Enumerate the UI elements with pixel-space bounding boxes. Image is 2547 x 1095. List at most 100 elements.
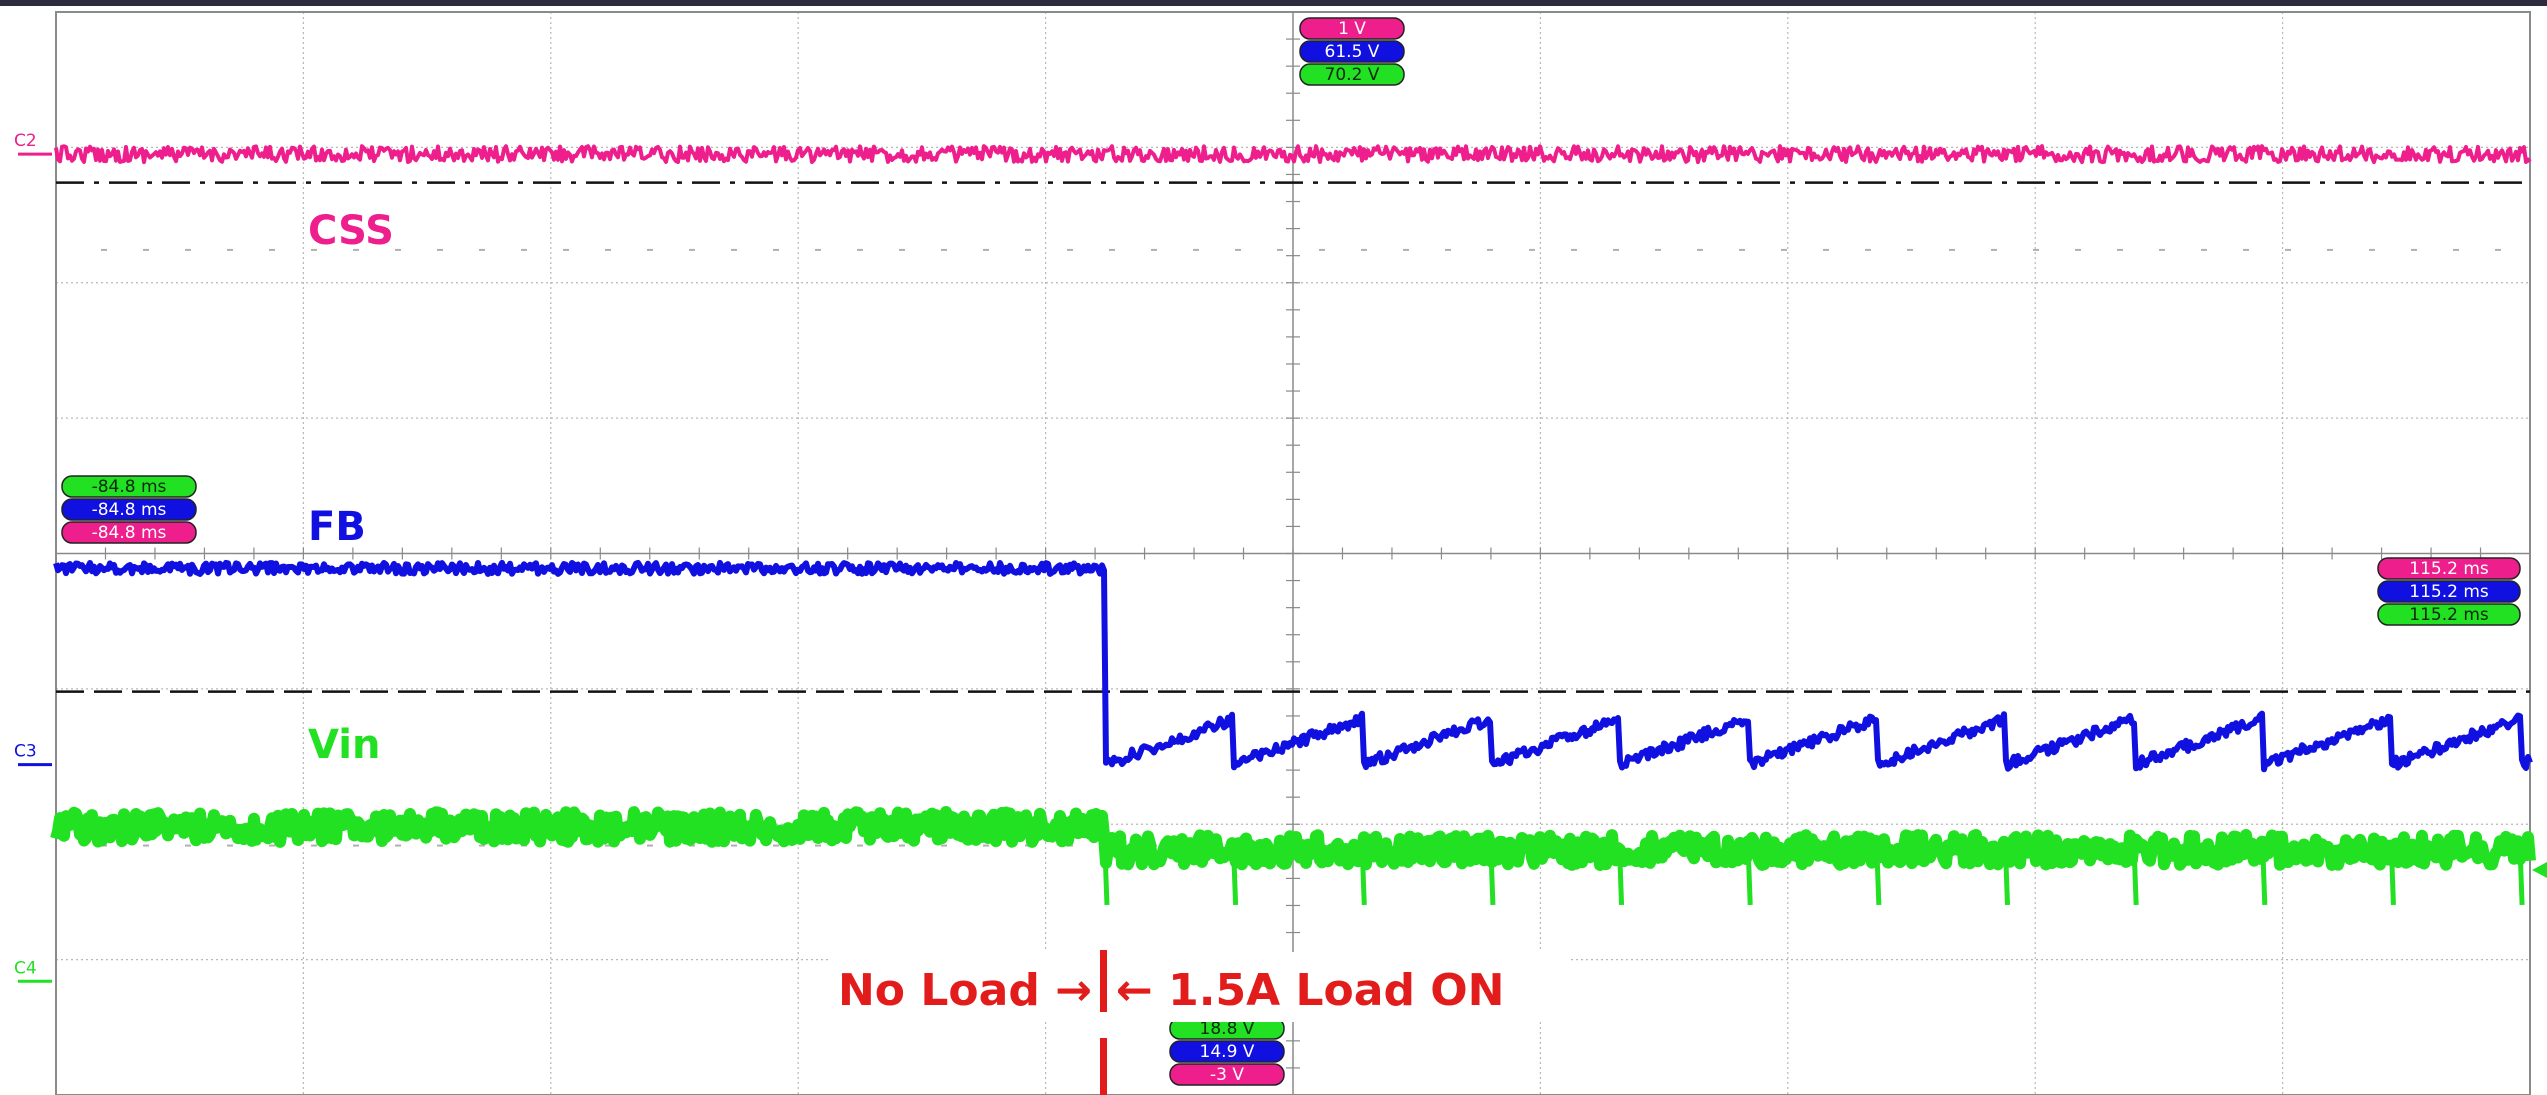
grid-dot [1739,248,1745,251]
channel-markers: C2 C3 C4 [14,131,2547,983]
series-label-vin: Vin [308,722,380,768]
trigger-marker [2532,862,2547,878]
grid-dot [983,844,989,847]
trace-vin-spike [1488,849,1496,906]
grid-dot [605,248,611,251]
grid-dot [1697,248,1703,251]
series-label-fb: FB [308,504,366,550]
channel-marker-label: C2 [14,131,37,151]
grid-dot [731,248,737,251]
tag-left-text: -84.8 ms [92,523,167,543]
grid-dot [731,844,737,847]
grid-dot [1529,248,1535,251]
grid-dot [1403,248,1409,251]
grid-dot [2201,248,2207,251]
grid-dot [311,844,317,847]
tag-right-text: 115.2 ms [2409,582,2489,602]
grid-dot [1949,248,1955,251]
grid-dot [941,248,947,251]
tag-bottom-text: -3 V [1210,1065,1244,1085]
grid-dot [479,844,485,847]
annotation-right-text: ← 1.5A Load ON [1116,965,1505,1016]
trace-vin-spike [1874,849,1882,906]
grid-dot [983,248,989,251]
trace-vin-spike [1359,849,1367,906]
tag-right-text: 115.2 ms [2409,559,2489,579]
tag-left-pill [61,498,197,521]
grid-dot [899,844,905,847]
tag-top-text: 70.2 V [1325,65,1380,85]
grid-dot [395,844,401,847]
grid-dot [1781,248,1787,251]
grid-dot [269,844,275,847]
cursor-tags: 1 V 61.5 V 70.2 V -84.8 ms -84.8 ms -84.8 ms 1… [61,17,2521,1086]
grid-dot [143,844,149,847]
grid-dot [1865,248,1871,251]
tag-bottom-pill [1169,1040,1285,1063]
grid-dot [563,248,569,251]
grid-dot [1361,248,1367,251]
trace-vin-spike [1745,849,1753,906]
tag-left-pill [61,521,197,544]
grid-dot [647,248,653,251]
grid-dot [2033,248,2039,251]
grid-dot [311,248,317,251]
grid-dot [2411,248,2417,251]
grid-dot [941,844,947,847]
channel-marker-label: C3 [14,742,37,762]
grid-dot [1067,248,1073,251]
tag-top-pill [1299,17,1405,40]
grid-dot [185,248,191,251]
grid-dot [437,844,443,847]
annotation-bar-lower [1100,1038,1107,1095]
series-label-css: CSS [308,208,394,254]
grid-dot [2159,248,2165,251]
grid-dot [2327,248,2333,251]
grid-dot [605,844,611,847]
tag-top-text: 61.5 V [1325,42,1380,62]
grid-dot [1991,248,1997,251]
grid-dot [899,248,905,251]
grid-dot [2369,248,2375,251]
grid-dot [2285,248,2291,251]
trace-vin [50,806,2536,871]
tag-top-pill [1299,40,1405,63]
traces [50,144,2536,906]
grid-dot [521,248,527,251]
grid-dot [2495,248,2501,251]
trace-vin-spike [2517,849,2525,906]
grid-dot [185,844,191,847]
grid-dot [2453,248,2459,251]
grid-dot [395,248,401,251]
trace-vin-spike [2260,849,2268,906]
grid-dot [1907,248,1913,251]
tag-left-pill [61,475,197,498]
grid-dot [1193,248,1199,251]
grid-dot [773,248,779,251]
grid-dot [1571,248,1577,251]
tag-bottom-text: 18.8 V [1200,1019,1255,1039]
top-bar [0,0,2547,6]
tag-bottom-pill [1169,1063,1285,1086]
trace-vin-spike [2388,849,2396,906]
annotation-left-text: No Load → [838,965,1092,1016]
grid-dot [101,248,107,251]
annotation-background [830,952,1570,1022]
tag-left-text: -84.8 ms [92,500,167,520]
tag-left-text: -84.8 ms [92,477,167,497]
grid-dot [1109,248,1115,251]
grid-dot [1655,248,1661,251]
trace-vin-spike [1102,849,1110,906]
tag-right-text: 115.2 ms [2409,605,2489,625]
trace-vin-spike [1617,849,1625,906]
grid-dot [773,844,779,847]
plot-frame [55,11,2531,1095]
trace-vin-spike [1231,849,1239,906]
grid-dot [143,248,149,251]
grid-dot [437,248,443,251]
grid-dot [815,844,821,847]
grid-dot [815,248,821,251]
trace-css [54,144,2532,165]
grid-dot [479,248,485,251]
